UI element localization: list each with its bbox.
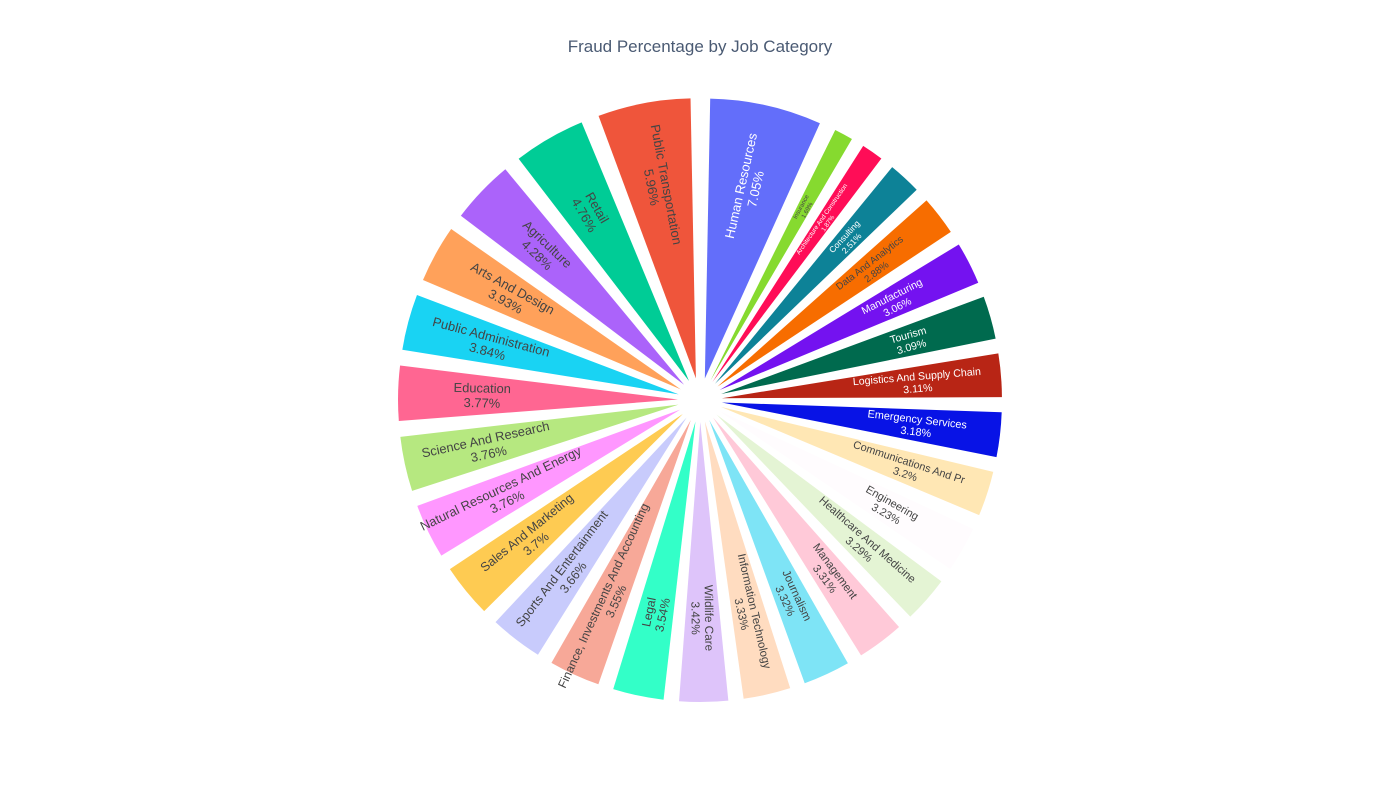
pie-slice-manufacturing (719, 244, 979, 391)
pie-slice-finance-investments-and-accounting (551, 420, 691, 685)
pie-slice-natural-resources-and-energy (417, 409, 681, 556)
pie-slice-management (713, 417, 900, 656)
pie-slice-arts-and-design (422, 229, 681, 390)
slice-value-label: 3.54% (652, 596, 673, 633)
pie-slice-information-technology (704, 421, 791, 699)
pie-slice-education (398, 365, 679, 421)
pie-slice-human-resources (704, 98, 820, 379)
slice-label: Wildlife Care3.42% (688, 585, 715, 652)
pie-slice-insurance (710, 129, 852, 381)
pie-slice-tourism (721, 296, 996, 394)
slice-value-label: 3.11% (903, 382, 934, 396)
slice-category-label: Education (453, 380, 511, 396)
pie-slice-public-transportation (598, 98, 696, 379)
pie-slice-retail (518, 122, 689, 381)
pie-slice-logistics-and-supply-chain (721, 353, 1002, 399)
slice-value-label: 3.77% (463, 395, 500, 411)
slice-category-label: Wildlife Care (702, 585, 716, 651)
pie-slice-emergency-services (721, 402, 1002, 458)
slice-label: Education3.77% (453, 380, 511, 411)
pie-slice-sales-and-marketing (449, 413, 683, 612)
slice-value-label: 3.42% (688, 601, 701, 634)
pie-slice-wildlife-care (679, 421, 729, 702)
pie-slice-communications-and-pr (720, 406, 994, 516)
slice-label: Legal3.54% (639, 594, 673, 634)
pie-slice-data-and-analytics (717, 200, 951, 387)
pie-slice-agriculture (460, 169, 685, 385)
pie-slice-journalism (709, 419, 848, 684)
slice-category-label: Legal (639, 596, 659, 628)
slice-value-label: 5.96% (641, 168, 663, 207)
pie-slice-legal (613, 421, 696, 700)
pie-slice-consulting (714, 167, 917, 384)
chart-title: Fraud Percentage by Job Category (568, 37, 833, 56)
pie-slice-architecture-and-construction (712, 145, 882, 382)
pie-slice-engineering (719, 410, 973, 569)
pie-slice-healthcare-and-medicine (716, 414, 942, 617)
pie-slice-public-administration (402, 294, 679, 395)
slice-value-label: 3.18% (900, 425, 932, 441)
pie-slice-science-and-research (400, 404, 679, 491)
pie-slice-sports-and-entertainment (495, 417, 687, 655)
pie-slices (398, 98, 1002, 702)
